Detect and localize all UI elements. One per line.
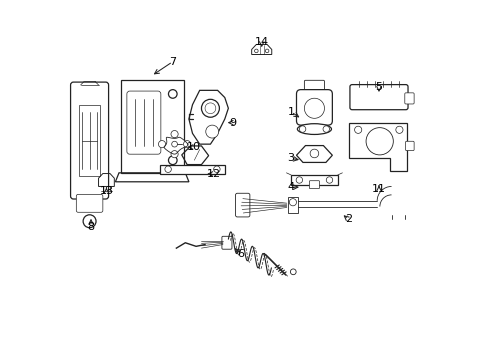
FancyBboxPatch shape — [222, 236, 231, 249]
Text: 11: 11 — [371, 184, 385, 194]
Circle shape — [213, 166, 220, 172]
FancyBboxPatch shape — [287, 197, 298, 213]
Polygon shape — [164, 137, 188, 154]
Circle shape — [83, 215, 96, 228]
Circle shape — [296, 177, 302, 183]
Circle shape — [164, 166, 171, 172]
Circle shape — [201, 99, 219, 117]
Text: 4: 4 — [287, 182, 294, 192]
Text: 1: 1 — [287, 107, 294, 117]
Circle shape — [354, 126, 361, 134]
Text: 9: 9 — [229, 118, 236, 128]
Circle shape — [265, 49, 268, 53]
FancyBboxPatch shape — [304, 80, 324, 97]
Circle shape — [304, 98, 324, 118]
FancyBboxPatch shape — [235, 193, 249, 217]
Text: 12: 12 — [206, 169, 221, 179]
FancyBboxPatch shape — [290, 175, 337, 185]
Text: 13: 13 — [99, 186, 113, 196]
Circle shape — [204, 103, 215, 114]
Text: 7: 7 — [169, 57, 176, 67]
Text: 8: 8 — [87, 222, 94, 231]
FancyBboxPatch shape — [405, 141, 413, 150]
Circle shape — [254, 49, 258, 53]
FancyBboxPatch shape — [121, 80, 183, 173]
FancyBboxPatch shape — [70, 82, 108, 199]
Circle shape — [323, 126, 329, 132]
Text: 2: 2 — [344, 215, 351, 224]
Circle shape — [366, 128, 392, 155]
Text: 3: 3 — [287, 153, 294, 163]
FancyBboxPatch shape — [126, 91, 161, 154]
Circle shape — [158, 140, 165, 148]
Circle shape — [289, 199, 296, 206]
Text: 14: 14 — [254, 37, 268, 47]
FancyBboxPatch shape — [349, 85, 407, 110]
Circle shape — [395, 126, 402, 134]
FancyBboxPatch shape — [296, 90, 332, 125]
Text: 6: 6 — [237, 248, 244, 258]
FancyBboxPatch shape — [404, 93, 413, 104]
Text: 5: 5 — [375, 82, 382, 92]
Circle shape — [168, 156, 177, 165]
FancyBboxPatch shape — [160, 165, 224, 174]
Circle shape — [325, 177, 332, 183]
Circle shape — [309, 149, 318, 158]
Circle shape — [183, 140, 190, 148]
Circle shape — [171, 141, 177, 147]
FancyBboxPatch shape — [309, 181, 319, 189]
Circle shape — [168, 90, 177, 98]
Circle shape — [299, 126, 305, 132]
Circle shape — [171, 131, 178, 138]
Circle shape — [171, 150, 178, 158]
Text: 10: 10 — [187, 142, 201, 152]
Ellipse shape — [297, 124, 331, 134]
FancyBboxPatch shape — [76, 194, 102, 212]
Circle shape — [290, 269, 296, 275]
Circle shape — [205, 125, 218, 138]
